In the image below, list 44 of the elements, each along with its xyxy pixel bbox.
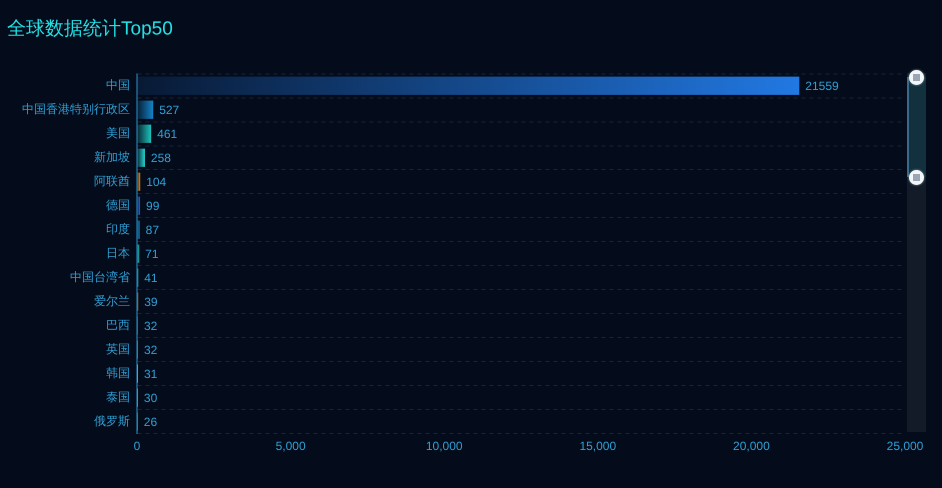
- data-label: 41: [144, 271, 158, 285]
- x-tick-label: 15,000: [579, 439, 616, 454]
- y-tick-label: 巴西: [106, 318, 130, 332]
- data-label: 87: [146, 223, 160, 238]
- data-label: 21559: [805, 79, 839, 94]
- data-label: 32: [144, 318, 158, 333]
- bar: [137, 220, 140, 239]
- data-label: 461: [157, 127, 178, 142]
- chart-title: 全球数据统计Top50: [7, 18, 173, 40]
- data-label: 99: [146, 199, 160, 214]
- y-tick-label: 俄罗斯: [94, 414, 130, 428]
- x-tick-label: 25,000: [886, 439, 924, 454]
- y-tick-label: 新加坡: [94, 150, 130, 164]
- x-tick-label: 20,000: [733, 439, 770, 454]
- data-label: 30: [144, 390, 158, 405]
- y-tick-label: 爱尔兰: [94, 294, 130, 308]
- y-tick-label: 印度: [106, 222, 130, 236]
- bar: [137, 196, 140, 215]
- data-label: 31: [144, 366, 158, 381]
- bar: [137, 76, 800, 95]
- y-tick-label: 德国: [106, 198, 130, 212]
- data-label: 258: [150, 151, 172, 166]
- bar: [137, 124, 152, 143]
- y-tick-label: 英国: [106, 342, 130, 356]
- y-tick-label: 日本: [106, 246, 130, 260]
- y-tick-label: 美国: [106, 126, 130, 140]
- bar: [137, 100, 154, 119]
- bar: [137, 148, 145, 167]
- y-tick-label: 中国香港特别行政区: [22, 102, 130, 116]
- y-tick-label: 泰国: [106, 390, 130, 404]
- bar: [137, 172, 140, 191]
- data-label: 39: [144, 294, 158, 309]
- x-tick-label: 5,000: [276, 439, 306, 454]
- y-tick-label: 中国台湾省: [70, 270, 130, 284]
- data-label: 527: [159, 103, 180, 118]
- x-tick-label: 10,000: [426, 439, 463, 454]
- data-label: 32: [144, 342, 158, 357]
- data-label: 104: [146, 175, 167, 190]
- y-tick-label: 中国: [106, 78, 130, 92]
- x-tick-label: 0: [134, 439, 141, 454]
- data-label: 26: [144, 414, 158, 429]
- data-label: 71: [145, 247, 159, 262]
- y-tick-label: 韩国: [106, 366, 130, 380]
- y-tick-label: 阿联酋: [94, 174, 130, 188]
